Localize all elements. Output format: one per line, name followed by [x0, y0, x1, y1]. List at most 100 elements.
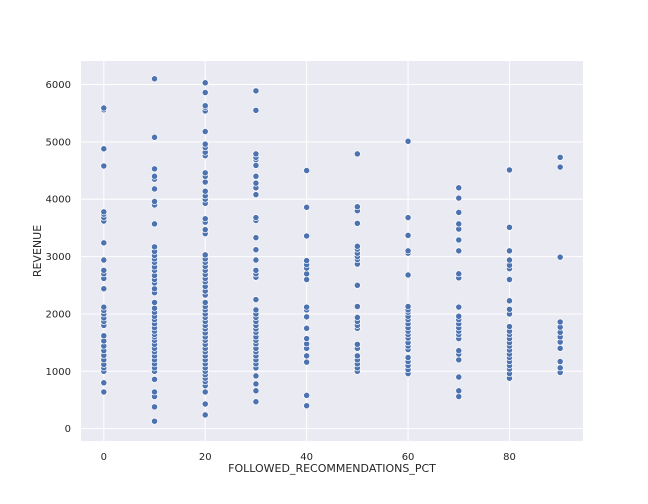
data-point [100, 285, 108, 293]
data-point [556, 318, 564, 326]
x-tick-label: 80 [503, 452, 516, 463]
data-point [100, 104, 108, 112]
data-point [353, 242, 361, 250]
data-point [353, 352, 361, 360]
data-point [303, 358, 311, 366]
data-point [506, 323, 513, 331]
data-point [100, 239, 108, 247]
y-tick-label: 0 [65, 424, 71, 435]
data-point [100, 266, 108, 274]
data-point [252, 172, 260, 180]
data-point [151, 172, 158, 180]
y-tick-label: 5000 [46, 137, 71, 148]
data-point [100, 208, 108, 216]
data-point [303, 257, 311, 265]
data-point [252, 234, 260, 242]
data-point [455, 208, 463, 216]
grid-lines [81, 61, 583, 441]
data-point [100, 388, 108, 396]
data-point [506, 297, 513, 305]
data-point [506, 305, 513, 313]
data-point [252, 306, 260, 314]
data-point [303, 402, 311, 410]
data-point [252, 214, 260, 222]
data-point [201, 226, 209, 234]
data-point [353, 150, 361, 158]
data-point [455, 347, 463, 355]
data-point [455, 356, 463, 364]
data-point [303, 203, 311, 211]
data-point [201, 79, 209, 87]
data-point [151, 198, 158, 205]
data-point [303, 276, 311, 283]
x-tick-label: 20 [199, 452, 212, 463]
y-tick-label: 1000 [46, 367, 71, 378]
y-tick-label: 2000 [46, 309, 71, 320]
data-point [201, 89, 209, 96]
data-point [252, 106, 260, 114]
data-point [506, 276, 513, 283]
data-point [151, 375, 158, 383]
data-point [506, 247, 513, 255]
data-point [455, 184, 463, 192]
data-point [303, 352, 311, 360]
data-point [556, 153, 564, 161]
data-point [303, 391, 311, 399]
data-point [556, 344, 564, 352]
data-point [252, 398, 260, 406]
data-point [556, 253, 564, 261]
data-point [455, 247, 463, 255]
data-points [100, 75, 564, 425]
data-point [303, 303, 311, 311]
data-point [201, 178, 209, 186]
data-point [353, 219, 361, 227]
data-point [506, 256, 513, 264]
data-point [506, 223, 513, 231]
data-point [151, 417, 158, 425]
data-point [303, 270, 311, 278]
data-point [252, 246, 260, 254]
data-point [151, 403, 158, 411]
data-point [100, 256, 108, 264]
data-point [404, 247, 412, 255]
x-axis-label: FOLLOWED_RECOMMENDATIONS_PCT [228, 462, 436, 475]
data-point [303, 167, 311, 175]
data-point [353, 313, 361, 321]
data-point [455, 270, 463, 278]
data-point [252, 150, 260, 158]
data-point [404, 303, 412, 310]
data-point [100, 332, 108, 340]
data-point [100, 145, 108, 153]
data-point [404, 231, 412, 239]
data-point [151, 243, 158, 251]
data-point [303, 324, 311, 332]
data-point [201, 388, 209, 396]
data-point [100, 303, 108, 311]
data-point [151, 133, 158, 141]
data-point [404, 214, 412, 222]
data-point [201, 400, 209, 408]
data-point [151, 75, 158, 83]
data-point [252, 380, 260, 388]
data-point [455, 303, 463, 311]
x-tick-label: 60 [402, 452, 415, 463]
data-point [201, 140, 209, 148]
data-point [201, 299, 209, 306]
y-tick-label: 4000 [46, 195, 71, 206]
data-point [455, 194, 463, 202]
data-point [252, 191, 260, 199]
data-point [252, 387, 260, 395]
data-point [556, 358, 564, 366]
data-point [151, 304, 158, 312]
y-tick-label: 6000 [46, 80, 71, 91]
data-point [252, 296, 260, 304]
data-point [201, 251, 209, 259]
data-point [252, 179, 260, 187]
data-point [201, 128, 209, 136]
y-tick-label: 3000 [46, 252, 71, 263]
data-point [151, 185, 158, 193]
data-point [252, 87, 260, 95]
data-point [404, 354, 412, 361]
data-point [455, 236, 463, 244]
data-point [556, 364, 564, 372]
